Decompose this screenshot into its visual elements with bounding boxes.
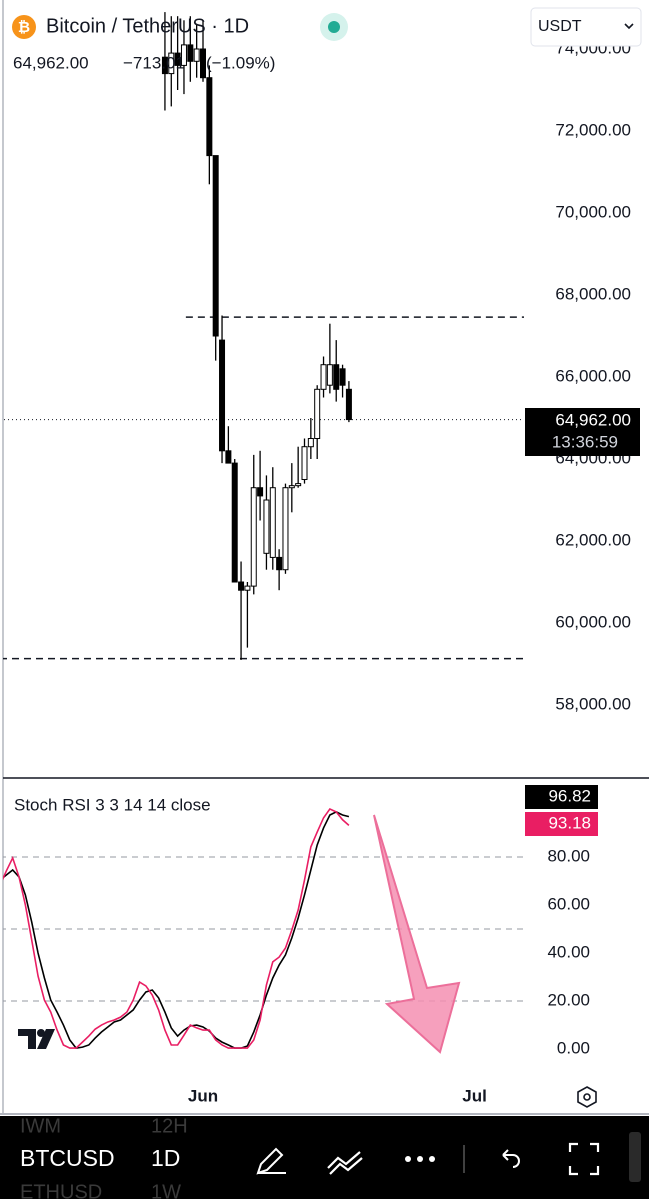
candle-body xyxy=(187,44,194,62)
candle-body xyxy=(301,446,308,481)
symbol-prev[interactable]: IWM xyxy=(20,1115,61,1137)
symbol-next[interactable]: ETHUSD xyxy=(20,1181,102,1199)
settings-icon-center xyxy=(583,1093,591,1101)
last-value-box xyxy=(525,785,598,809)
currency-dropdown[interactable] xyxy=(530,7,642,47)
y-tick-label: 40.00 xyxy=(547,943,590,962)
candle-body xyxy=(238,581,245,591)
stoch-line xyxy=(3,810,350,1049)
candle-body xyxy=(333,364,340,390)
fullscreen-icon[interactable] xyxy=(568,1142,600,1176)
price-change-pct: (−1.09%) xyxy=(206,53,275,72)
tradingview-logo-dot xyxy=(37,1029,45,1037)
candle-body xyxy=(212,155,219,337)
dropdown-caret xyxy=(624,23,634,30)
candle-body xyxy=(307,438,314,448)
candle-body xyxy=(320,364,327,390)
candle-body xyxy=(174,52,181,66)
indicators-icon[interactable] xyxy=(327,1151,363,1175)
stoch-plot xyxy=(3,807,524,1049)
y-tick-label: 60,000.00 xyxy=(555,612,631,631)
last-price-box xyxy=(525,408,640,456)
arrow-drawing xyxy=(373,814,461,1054)
candle-body xyxy=(219,339,226,452)
y-tick-label: 0.00 xyxy=(557,1039,590,1058)
candle-body xyxy=(295,483,302,487)
x-tick-label: Jul xyxy=(462,1086,487,1105)
currency-label: USDT xyxy=(538,18,582,35)
background xyxy=(0,0,649,1116)
symbol-current[interactable]: BTCUSD xyxy=(20,1145,115,1171)
interval-next[interactable]: 1W xyxy=(151,1181,181,1199)
last-value-label: 96.82 xyxy=(548,786,591,805)
draw-tool-icon[interactable] xyxy=(256,1147,286,1175)
last-price-axis-label: 64,962.00 xyxy=(555,410,631,429)
candle-body xyxy=(180,44,187,66)
candle-body xyxy=(206,77,213,157)
tradingview-logo xyxy=(18,1029,55,1049)
x-tick-label: Jun xyxy=(188,1086,218,1105)
undo-icon[interactable] xyxy=(502,1149,520,1168)
y-tick-label: 62,000.00 xyxy=(555,530,631,549)
interval-prev[interactable]: 12H xyxy=(151,1115,188,1137)
price-change: −713.01 xyxy=(123,53,185,72)
stoch-line xyxy=(3,807,350,1049)
y-tick-label: 58,000.00 xyxy=(555,695,631,714)
market-status[interactable] xyxy=(328,21,340,33)
y-tick-label: 20.00 xyxy=(547,991,590,1010)
y-tick-label: 60.00 xyxy=(547,894,590,913)
y-tick-label: 72,000.00 xyxy=(555,120,631,139)
candle-body xyxy=(282,487,289,571)
candle-body xyxy=(225,450,232,464)
price-plot xyxy=(3,12,524,660)
candle-body xyxy=(345,388,352,421)
candle-body xyxy=(276,556,283,571)
bitcoin-icon xyxy=(12,15,36,39)
candle-body xyxy=(193,48,200,62)
price-axis: 58,000.0060,000.0062,000.0064,000.0066,0… xyxy=(555,38,631,713)
candle-body xyxy=(269,487,276,558)
last-value-label: 93.18 xyxy=(548,813,591,832)
candle-body xyxy=(326,364,333,386)
stoch-axis: 0.00 20.00 40.00 60.00 80.00 Jun Jul 96.82 93.18 xyxy=(188,785,598,1105)
candle-body xyxy=(244,585,251,591)
settings-icon[interactable] xyxy=(577,1086,597,1108)
candle-body xyxy=(250,487,257,587)
candle-body xyxy=(231,462,238,583)
candle-body xyxy=(288,485,295,489)
candle-body xyxy=(161,56,168,75)
candle-body xyxy=(200,48,207,79)
more-icon[interactable] xyxy=(405,1156,435,1162)
y-tick-label: 70,000.00 xyxy=(555,202,631,221)
last-value-box xyxy=(525,812,598,836)
indicator-title: Stoch RSI 3 3 14 14 close xyxy=(14,795,211,814)
countdown: 13:36:59 xyxy=(552,432,618,451)
chart-title: Bitcoin / TetherUS · 1D xyxy=(46,15,249,37)
y-tick-label: 80.00 xyxy=(547,846,590,865)
y-tick-label: 66,000.00 xyxy=(555,366,631,385)
candle-body xyxy=(263,499,270,554)
interval-current[interactable]: 1D xyxy=(151,1145,180,1171)
last-price: 64,962.00 xyxy=(13,53,89,72)
bitcoin-glyph: ₿ xyxy=(18,19,30,36)
toolbar-edge xyxy=(629,1132,641,1182)
candle-body xyxy=(257,487,264,497)
candle-body xyxy=(314,388,321,440)
candle-body xyxy=(339,368,346,386)
candle-body xyxy=(168,52,175,75)
y-tick-label: 68,000.00 xyxy=(555,284,631,303)
toolbar xyxy=(0,1116,649,1199)
